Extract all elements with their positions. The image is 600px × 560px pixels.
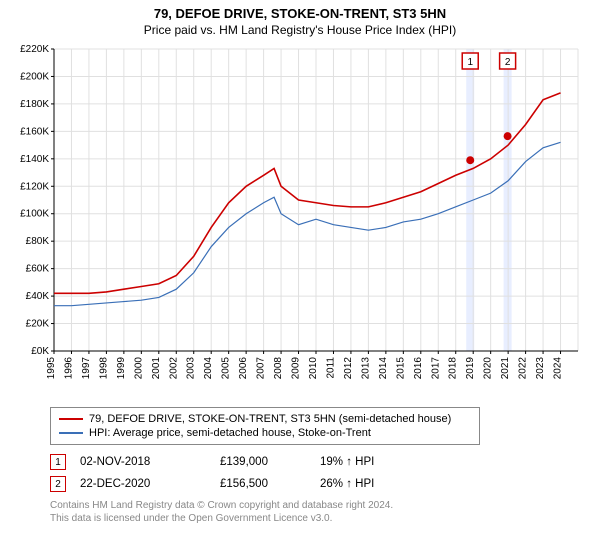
transaction-date: 22-DEC-2020 <box>80 478 220 490</box>
svg-text:2018: 2018 <box>448 357 459 380</box>
license-line: This data is licensed under the Open Gov… <box>50 512 590 525</box>
license-text: Contains HM Land Registry data © Crown c… <box>10 495 590 525</box>
svg-text:£140K: £140K <box>20 154 49 165</box>
transaction-marker: 1 <box>50 454 66 470</box>
svg-text:2010: 2010 <box>308 357 319 380</box>
svg-text:1: 1 <box>467 57 473 68</box>
svg-text:£0K: £0K <box>31 346 49 357</box>
legend: 79, DEFOE DRIVE, STOKE-ON-TRENT, ST3 5HN… <box>50 407 480 445</box>
svg-text:£40K: £40K <box>26 291 50 302</box>
legend-label: 79, DEFOE DRIVE, STOKE-ON-TRENT, ST3 5HN… <box>89 413 451 425</box>
svg-text:£160K: £160K <box>20 126 49 137</box>
transaction-row: 1 02-NOV-2018£139,00019% ↑ HPI <box>10 451 590 473</box>
legend-swatch <box>59 432 83 434</box>
svg-text:£180K: £180K <box>20 99 49 110</box>
legend-label: HPI: Average price, semi-detached house,… <box>89 427 371 439</box>
svg-text:£220K: £220K <box>20 44 49 55</box>
transaction-price: £156,500 <box>220 478 320 490</box>
svg-text:£120K: £120K <box>20 181 49 192</box>
svg-text:2006: 2006 <box>238 357 249 380</box>
svg-text:1997: 1997 <box>81 357 92 380</box>
svg-text:2014: 2014 <box>378 357 389 380</box>
transaction-pct: 26% ↑ HPI <box>320 478 440 490</box>
svg-text:£80K: £80K <box>26 236 50 247</box>
svg-text:2024: 2024 <box>553 357 564 380</box>
line-chart: £0K £20K £40K £60K £80K £100K £120K £140K £160K £… <box>10 43 590 401</box>
svg-text:2002: 2002 <box>168 357 179 380</box>
transaction-date: 02-NOV-2018 <box>80 456 220 468</box>
svg-text:£200K: £200K <box>20 71 49 82</box>
svg-text:2005: 2005 <box>221 357 232 380</box>
svg-text:2007: 2007 <box>256 357 267 380</box>
svg-text:2004: 2004 <box>203 357 214 380</box>
svg-text:2020: 2020 <box>483 357 494 380</box>
svg-text:2023: 2023 <box>535 357 546 380</box>
transaction-price: £139,000 <box>220 456 320 468</box>
svg-text:1998: 1998 <box>98 357 109 380</box>
svg-text:2021: 2021 <box>500 357 511 380</box>
svg-text:2022: 2022 <box>518 357 529 380</box>
svg-text:2000: 2000 <box>133 357 144 380</box>
svg-text:£100K: £100K <box>20 209 49 220</box>
legend-item: HPI: Average price, semi-detached house,… <box>59 426 471 440</box>
transactions-list: 1 02-NOV-2018£139,00019% ↑ HPI 2 22-DEC-202… <box>10 451 590 495</box>
chart-title: 79, DEFOE DRIVE, STOKE-ON-TRENT, ST3 5HN <box>10 6 590 21</box>
transaction-row: 2 22-DEC-2020£156,50026% ↑ HPI <box>10 473 590 495</box>
svg-text:2016: 2016 <box>413 357 424 380</box>
svg-text:1996: 1996 <box>63 357 74 380</box>
legend-swatch <box>59 418 83 420</box>
svg-text:2001: 2001 <box>151 357 162 380</box>
svg-text:2003: 2003 <box>186 357 197 380</box>
svg-text:1999: 1999 <box>116 357 127 380</box>
transaction-pct: 19% ↑ HPI <box>320 456 440 468</box>
svg-text:2017: 2017 <box>430 357 441 380</box>
svg-text:2: 2 <box>505 57 511 68</box>
chart-area: £0K £20K £40K £60K £80K £100K £120K £140K £160K £… <box>10 43 590 401</box>
transaction-marker: 2 <box>50 476 66 492</box>
svg-text:1995: 1995 <box>46 357 57 380</box>
svg-text:2013: 2013 <box>360 357 371 380</box>
svg-text:2015: 2015 <box>395 357 406 380</box>
svg-text:£20K: £20K <box>26 319 50 330</box>
license-line: Contains HM Land Registry data © Crown c… <box>50 499 590 512</box>
svg-text:2011: 2011 <box>325 357 336 379</box>
svg-text:2019: 2019 <box>465 357 476 380</box>
svg-text:2012: 2012 <box>343 357 354 380</box>
svg-text:2008: 2008 <box>273 357 284 380</box>
svg-text:£60K: £60K <box>26 264 50 275</box>
legend-item: 79, DEFOE DRIVE, STOKE-ON-TRENT, ST3 5HN… <box>59 412 471 426</box>
chart-subtitle: Price paid vs. HM Land Registry's House … <box>10 23 590 37</box>
chart-container: 79, DEFOE DRIVE, STOKE-ON-TRENT, ST3 5HN… <box>0 0 600 560</box>
svg-text:2009: 2009 <box>291 357 302 380</box>
